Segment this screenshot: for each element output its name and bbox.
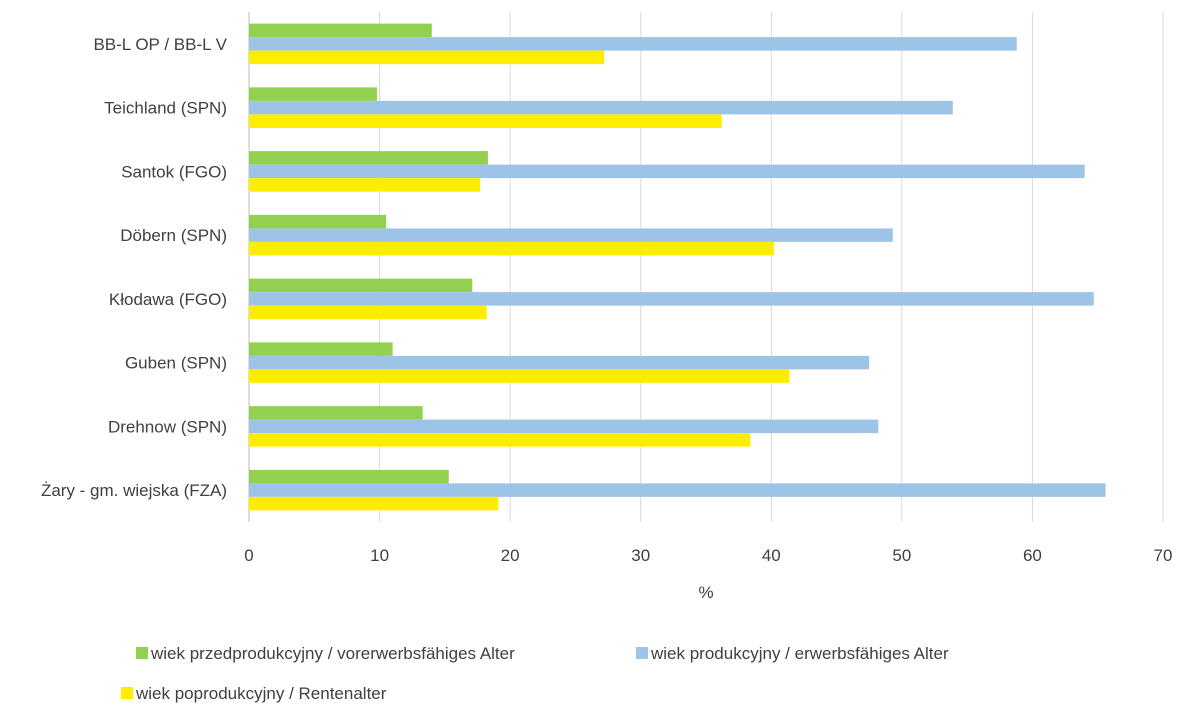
x-tick-label: 60 <box>1023 546 1042 565</box>
y-category-label: Kłodawa (FGO) <box>109 290 227 309</box>
x-tick-label: 50 <box>892 546 911 565</box>
bar-1-3 <box>249 151 488 165</box>
bar-1-2 <box>249 87 377 101</box>
x-tick-label: 40 <box>762 546 781 565</box>
y-category-label: Santok (FGO) <box>121 162 227 181</box>
y-category-label: Żary - gm. wiejska (FZA) <box>41 481 227 500</box>
x-tick-label: 30 <box>631 546 650 565</box>
x-tick-label: 70 <box>1154 546 1173 565</box>
bar-1-4 <box>249 214 387 229</box>
bar-2-6 <box>249 355 870 370</box>
bar-1-6 <box>249 342 393 356</box>
y-category-label: Döbern (SPN) <box>120 226 227 245</box>
legend-label-3: wiek poprodukcyjny / Rentenalter <box>135 684 387 703</box>
y-category-label: Teichland (SPN) <box>104 99 227 118</box>
bar-2-2 <box>249 100 953 115</box>
bar-3-7 <box>249 433 751 447</box>
y-category-label: Guben (SPN) <box>125 354 227 373</box>
y-category-label: Drehnow (SPN) <box>108 417 227 436</box>
bar-1-5 <box>249 278 473 293</box>
bar-1-1 <box>249 23 432 38</box>
legend-swatch-3 <box>121 687 133 699</box>
bar-1-8 <box>249 469 449 484</box>
bar-3-4 <box>249 241 774 256</box>
y-category-label: BB-L OP / BB-L V <box>93 35 227 54</box>
x-tick-label: 0 <box>244 546 253 565</box>
bar-2-5 <box>249 292 1094 306</box>
x-axis-title: % <box>698 583 713 602</box>
bar-3-6 <box>249 369 790 383</box>
legend-swatch-1 <box>136 647 148 659</box>
x-tick-label: 20 <box>501 546 520 565</box>
bar-2-1 <box>249 37 1017 51</box>
bar-3-2 <box>249 114 722 128</box>
bar-3-3 <box>249 178 481 192</box>
legend-label-1: wiek przedprodukcyjny / vorerwerbsfähige… <box>150 644 515 663</box>
bar-3-1 <box>249 50 605 65</box>
legend-swatch-2 <box>636 647 648 659</box>
bar-2-8 <box>249 483 1106 497</box>
x-tick-label: 10 <box>370 546 389 565</box>
bar-3-8 <box>249 496 499 511</box>
bar-2-3 <box>249 164 1085 179</box>
bar-2-4 <box>249 228 893 242</box>
bar-1-7 <box>249 406 423 420</box>
bar-2-7 <box>249 419 879 434</box>
legend-label-2: wiek produkcyjny / erwerbsfähiges Alter <box>650 644 949 663</box>
bar-3-5 <box>249 305 487 320</box>
